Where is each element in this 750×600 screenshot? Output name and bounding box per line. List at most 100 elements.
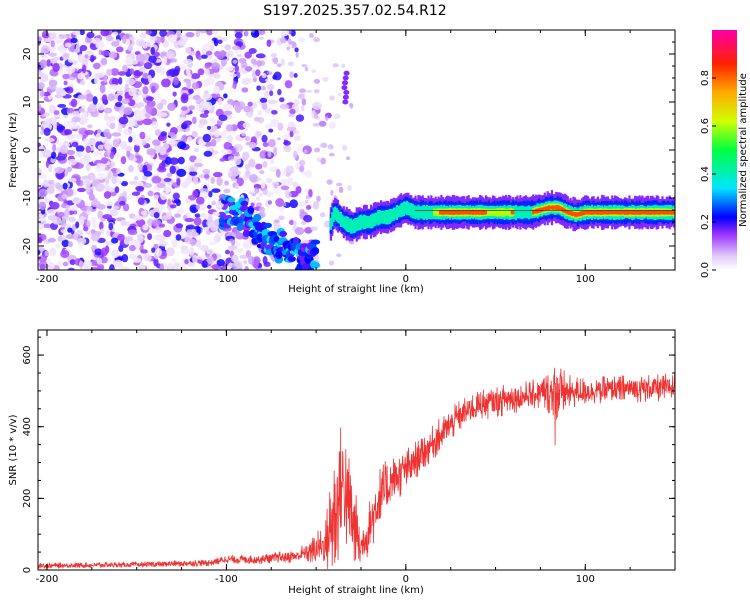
spectrum-noise-cell	[263, 261, 271, 267]
spectrum-ridge-cell	[500, 208, 503, 217]
spectrum-noise-cell	[205, 76, 215, 86]
spectrum-noise-cell	[251, 192, 257, 197]
spectrum-noise-cell	[94, 248, 103, 256]
spectrum-noise-cell	[38, 36, 43, 42]
spectrum-noise-cell	[68, 210, 75, 215]
spectrum-noise-cell	[279, 103, 290, 110]
spectrum-noise-cell	[300, 220, 307, 225]
spectrum-noise-cell	[180, 94, 189, 104]
spectrum-noise-cell	[341, 63, 346, 68]
spectrum-noise-cell	[326, 179, 333, 185]
spectrum-ridge-cell	[591, 210, 594, 215]
spectrum-noise-cell	[280, 37, 287, 44]
spectrum-noise-cell	[329, 95, 335, 101]
spectrum-noise-cell	[85, 183, 91, 193]
spectrum-noise-cell	[297, 36, 306, 43]
spectrum-ridge-cell	[616, 210, 620, 215]
spectrum-ridge-cell	[358, 215, 361, 231]
spectrum-noise-cell	[187, 136, 193, 142]
spectrum-noise-cell	[135, 185, 145, 192]
spectrum-noise-cell	[219, 157, 226, 162]
spectrum-ridge-cell	[608, 210, 611, 215]
spectrum-noise-cell	[111, 175, 118, 185]
spectrum-noise-cell	[66, 107, 74, 113]
snr-y-label: SNR (10 * v/v)	[8, 414, 19, 485]
spectrum-ridge-cell	[644, 210, 647, 215]
spectrum-noise-cell	[196, 255, 205, 260]
spectrum-noise-cell	[234, 31, 243, 39]
spectrum-noise-cell	[104, 201, 114, 207]
spectrum-ridge-cell	[489, 208, 492, 216]
spectrum-noise-cell	[318, 120, 327, 127]
spectrum-ridge-core	[238, 210, 243, 215]
spectrum-ridge-cell	[311, 247, 320, 255]
spectrum-noise-cell	[336, 253, 342, 258]
spectrum-noise-cell	[191, 232, 199, 237]
spectrum-ridge-cell	[507, 208, 510, 217]
spectrum-noise-cell	[195, 156, 203, 163]
spectrum-ridge-cell	[668, 210, 671, 215]
spectrum-noise-cell	[176, 30, 182, 38]
spectrum-noise-cell	[198, 245, 208, 250]
spectrum-noise-cell	[223, 188, 231, 194]
spectrum-noise-cell	[104, 176, 110, 185]
spectrum-noise-cell	[244, 30, 249, 37]
spectrum-noise-cell	[75, 151, 85, 158]
spectrum-noise-cell	[349, 102, 354, 109]
spectrum-noise-cell	[218, 114, 228, 122]
spectrum-noise-cell	[142, 164, 148, 174]
spectrum-noise-cell	[288, 113, 295, 118]
spectrum-noise-cell	[60, 91, 67, 97]
spectrum-noise-cell	[100, 50, 110, 56]
spectrum-noise-cell	[85, 145, 91, 154]
spectrum-noise-cell	[132, 94, 139, 102]
spectrum-noise-cell	[217, 39, 223, 44]
spectrum-noise-cell	[94, 72, 103, 79]
snr-series-line	[38, 367, 675, 570]
spectrum-noise-cell	[313, 89, 320, 94]
spectrum-noise-cell	[38, 103, 42, 112]
spectrum-noise-cell	[44, 197, 50, 204]
spectrum-ridge-cell	[470, 210, 473, 215]
spectrum-noise-cell	[68, 216, 76, 223]
spectrum-noise-cell	[256, 131, 263, 137]
spectrum-ridge-cell	[341, 214, 344, 227]
spectrum-noise-cell	[127, 45, 134, 52]
spectrum-noise-cell	[147, 190, 154, 197]
spectrum-noise-cell	[96, 102, 106, 111]
spectrum-noise-cell	[106, 68, 113, 77]
spectrum-ridge-cell	[629, 210, 632, 215]
spectrum-noise-cell	[38, 255, 47, 263]
spectrum-noise-cell	[234, 182, 240, 190]
spectrum-noise-cell	[66, 166, 73, 172]
spectrum-ridge-cell	[417, 204, 420, 221]
spectrum-noise-cell	[202, 43, 211, 51]
spectrum-noise-cell	[180, 245, 189, 250]
spectrum-noise-cell	[157, 110, 162, 119]
spectrum-noise-cell	[162, 56, 168, 65]
spectrum-noise-cell	[122, 64, 128, 73]
spectrum-noise-cell	[304, 199, 309, 204]
spectrum-ridge-cell	[463, 210, 466, 215]
spectrum-noise-cell	[133, 176, 139, 181]
spectrum-noise-cell	[284, 80, 293, 89]
spectrum-noise-cell	[312, 101, 322, 110]
spectrum-noise-cell	[299, 159, 306, 166]
spectrum-noise-cell	[203, 150, 213, 157]
spectrum-ridge-cell	[369, 214, 373, 229]
spectrum-ridge-cell	[474, 210, 477, 215]
spectrum-ridge-cell	[279, 230, 288, 237]
spectrum-noise-cell	[199, 101, 209, 107]
spectrum-noise-cell	[112, 205, 120, 210]
spectrum-noise-cell	[140, 249, 148, 254]
spectrum-ridge-cell	[499, 208, 502, 217]
spectrum-noise-cell	[166, 50, 175, 60]
spectrum-noise-cell	[170, 230, 175, 236]
spectrum-ridge-cell	[545, 206, 548, 211]
spectrum-noise-cell	[86, 219, 91, 228]
spectrum-noise-cell	[165, 185, 170, 195]
spectrum-ridge-cell	[568, 210, 571, 215]
spectrum-noise-cell	[153, 93, 162, 101]
spectrum-ridge-cell	[658, 210, 661, 215]
spectrum-ridge-cell	[357, 217, 360, 231]
